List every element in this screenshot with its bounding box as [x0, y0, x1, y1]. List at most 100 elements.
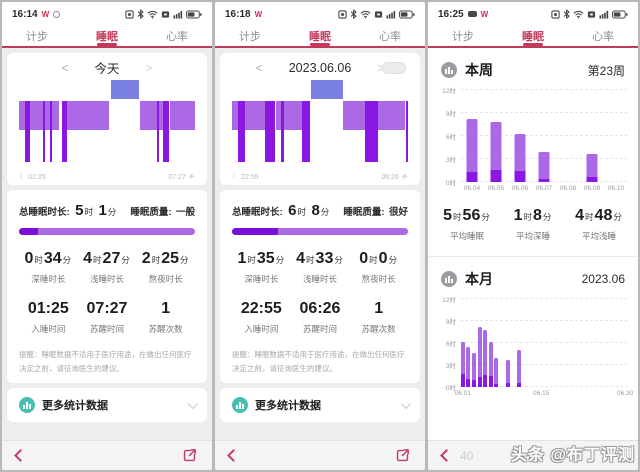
back-button[interactable]	[227, 449, 240, 462]
minute-unit: 分	[388, 255, 398, 265]
week-number-badge: 第23周	[587, 63, 625, 78]
faint-watermark: 40	[460, 449, 474, 463]
share-button[interactable]	[181, 447, 198, 464]
stat-label: 平均浅睡	[581, 231, 616, 241]
tab-steps[interactable]: 计步	[215, 26, 285, 46]
hour-unit: 时	[34, 255, 43, 265]
y-tick-label: 3时	[445, 157, 456, 164]
signal-icon	[173, 10, 183, 19]
sleep-start-time: 01:25	[28, 174, 46, 181]
prev-day-button[interactable]: <	[255, 60, 263, 75]
stat-label: 入睡时间	[31, 324, 66, 334]
deep-sleep-portion	[472, 379, 476, 387]
back-button[interactable]	[440, 449, 453, 462]
monthly-sleep-bar-chart: 0时 3时 6时 9时 12时 06.01 06.15 06.30	[428, 291, 638, 400]
date-title[interactable]: 今天	[94, 62, 120, 76]
bluetooth-icon	[350, 9, 357, 19]
share-button[interactable]	[394, 447, 411, 464]
message-icon	[374, 10, 383, 18]
bar-chart-icon	[232, 397, 248, 413]
x-tick-label: 06.04	[463, 185, 481, 192]
stat-minutes: 33	[315, 250, 334, 267]
signal-icon	[386, 10, 396, 19]
phone-panel-today: 16:14 W 计步 睡眠 心率 < 今天 >	[2, 2, 212, 470]
duration-stats-row: 0时34分 深睡时长 4时27分 浅睡时长 2时25分 熬夜时长	[19, 250, 195, 285]
sleep-segment-deep	[25, 100, 30, 162]
date-navigator: < 今天 >	[15, 55, 199, 80]
minute-unit: 分	[107, 207, 117, 217]
x-tick-label: 06.07	[535, 185, 553, 192]
x-axis-labels: 06.01 06.15 06.30	[455, 387, 634, 400]
sleep-segment-light	[158, 100, 164, 131]
active-tab-underline	[310, 43, 330, 46]
time-stats-row: 22:55 入睡时间 06:26 苏醒时间 1 苏醒次数	[232, 300, 408, 335]
gridline	[460, 364, 628, 365]
battery-icon	[612, 10, 628, 19]
screen-record-icon	[338, 9, 347, 19]
y-tick-label: 0时	[445, 385, 456, 392]
sleep-segment-deep	[49, 100, 52, 162]
stat-hours: 0	[24, 250, 34, 267]
hour-unit: 时	[93, 255, 102, 265]
y-tick-label: 12时	[442, 297, 456, 304]
stat-minutes: 56	[462, 207, 481, 224]
more-stats-row[interactable]: 更多统计数据	[220, 388, 420, 422]
weekly-sleep-bar-chart: 0时 3时 6时 9时 12时 06.04 06.05 06.06 06.07 06.08 06.…	[428, 82, 638, 195]
duration-stats-row: 1时35分 深睡时长 4时33分 浅睡时长 0时0分 熬夜时长	[232, 250, 408, 285]
date-navigator: < 2023.06.06 >	[228, 55, 412, 80]
tab-heart-rate[interactable]: 心率	[355, 26, 425, 46]
next-day-button[interactable]: >	[377, 60, 385, 75]
tab-steps[interactable]: 计步	[2, 26, 72, 46]
y-tick-label: 9时	[445, 111, 456, 118]
deep-sleep-portion	[505, 382, 510, 387]
avg-light-sleep-stat: 4时48分 平均浅睡	[566, 207, 632, 242]
y-tick-label: 9时	[445, 319, 456, 326]
sleep-segment-light	[377, 100, 405, 131]
prev-day-button[interactable]: <	[61, 60, 69, 75]
light-sleep-stat: 4时33分 浅睡时长	[291, 250, 350, 285]
tab-sleep-label: 睡眠	[522, 31, 544, 43]
tab-heart-rate[interactable]: 心率	[568, 26, 638, 46]
total-minutes: 8	[311, 202, 320, 219]
sleep-bar	[477, 326, 482, 387]
hour-unit: 时	[523, 212, 532, 222]
deep-sleep-portion	[232, 228, 278, 235]
x-tick-label: 06.09	[583, 185, 601, 192]
bluetooth-icon	[137, 9, 144, 19]
status-icons	[551, 9, 628, 19]
more-stats-row[interactable]: 更多统计数据	[7, 388, 207, 422]
tab-sleep[interactable]: 睡眠	[72, 26, 142, 46]
sleep-segment-light	[19, 100, 26, 131]
status-left: 16:25 W	[438, 9, 488, 20]
sleep-segment-deep	[163, 100, 169, 162]
ring-status-icon	[53, 10, 61, 18]
sleep-composition-bar	[19, 228, 195, 235]
sleep-segment-deep	[42, 100, 45, 162]
date-title[interactable]: 2023.06.06	[288, 60, 352, 75]
minute-unit: 分	[180, 255, 189, 265]
stat-label: 熬夜时长	[361, 274, 396, 284]
fall-asleep-stat: 01:25 入睡时间	[19, 300, 78, 335]
tab-steps[interactable]: 计步	[428, 26, 498, 46]
back-button[interactable]	[14, 449, 27, 462]
stat-label: 浅睡时长	[89, 274, 124, 284]
stat-label: 浅睡时长	[302, 274, 337, 284]
tab-heart-rate[interactable]: 心率	[142, 26, 212, 46]
date-picker-pill-button[interactable]	[382, 61, 406, 74]
tab-sleep[interactable]: 睡眠	[498, 26, 568, 46]
next-day-button[interactable]: >	[145, 60, 153, 75]
sleep-segment-light	[276, 100, 282, 131]
gridline	[460, 135, 628, 136]
y-tick-label: 3时	[445, 363, 456, 370]
tab-sleep[interactable]: 睡眠	[285, 26, 355, 46]
sun-icon: ☀	[187, 172, 195, 181]
stat-minutes: 35	[256, 250, 275, 267]
deep-sleep-stat: 0时34分 深睡时长	[19, 250, 78, 285]
stat-hours: 1	[513, 207, 523, 224]
sleep-bar	[516, 350, 521, 387]
gridline	[460, 89, 628, 90]
avg-deep-sleep-stat: 1时8分 平均深睡	[500, 207, 566, 242]
sleep-bar	[538, 152, 550, 182]
stat-hours: 0	[359, 250, 369, 267]
week-section-header: 本周 第23周	[428, 48, 638, 82]
